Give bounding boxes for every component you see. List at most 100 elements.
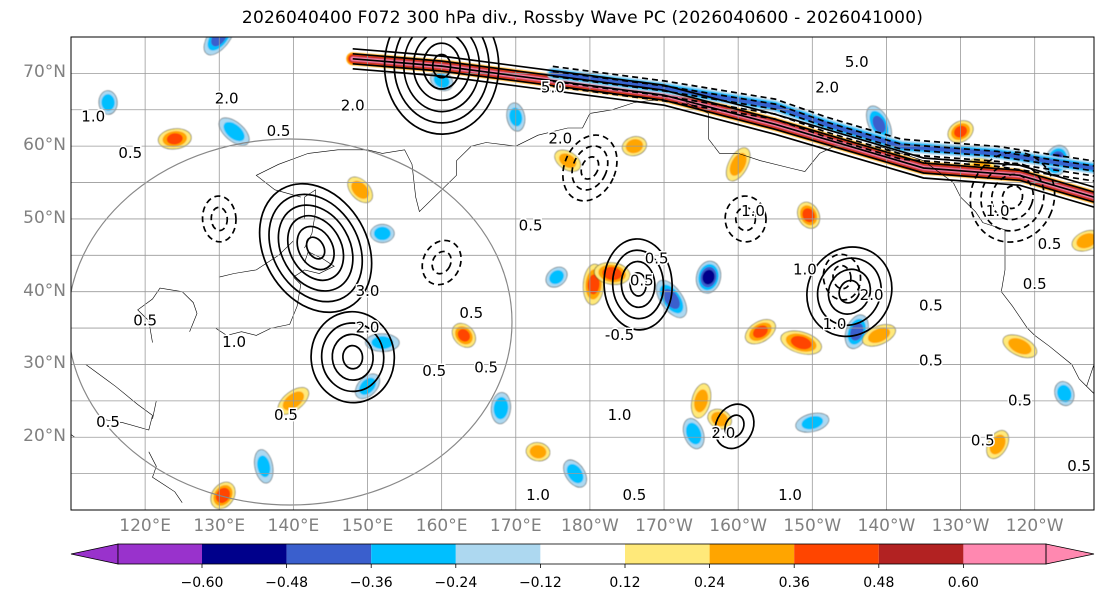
anomaly-level bbox=[989, 434, 1006, 455]
jet-contour bbox=[552, 75, 1094, 172]
gridline-layer bbox=[71, 37, 1094, 510]
divergence-anomaly-positive bbox=[525, 442, 551, 462]
positive-pc-contour bbox=[806, 246, 893, 338]
contour-label: 0.5 bbox=[1038, 235, 1062, 253]
negative-pc-contour bbox=[969, 151, 1056, 243]
anomaly-level bbox=[351, 180, 369, 199]
contour-label: 1.0 bbox=[526, 486, 550, 504]
longitude-tick-label: 120°E bbox=[119, 516, 171, 536]
rossby-contour-layer bbox=[201, 37, 1094, 450]
negative-pc-contour bbox=[724, 195, 767, 243]
contour-label: 2.0 bbox=[815, 78, 839, 96]
contour-label: 0.5 bbox=[274, 406, 298, 424]
contour-label: 2.0 bbox=[711, 424, 735, 442]
positive-pc-contour bbox=[724, 414, 745, 439]
divergence-anomaly-positive bbox=[862, 324, 896, 347]
positive-pc-contour bbox=[611, 249, 665, 320]
colorbar-cell bbox=[540, 544, 625, 564]
contour-label: 1.0 bbox=[222, 333, 246, 351]
latitude-tick-label: 60°N bbox=[23, 135, 66, 156]
contour-label: 1.0 bbox=[81, 108, 105, 126]
longitude-tick-label: 130°E bbox=[193, 516, 246, 536]
negative-pc-contour bbox=[421, 239, 462, 286]
positive-pc-contour bbox=[629, 271, 647, 297]
contour-label: -0.5 bbox=[605, 326, 634, 344]
anomaly-level bbox=[257, 455, 271, 478]
divergence-anomaly-negative bbox=[370, 224, 395, 243]
contour-label: 0.5 bbox=[919, 297, 943, 315]
colorbar-tick-label: −0.24 bbox=[434, 575, 478, 591]
colorbar-tick-label: 0.48 bbox=[863, 575, 895, 591]
reference-circle bbox=[71, 138, 513, 506]
anomaly-level bbox=[529, 445, 547, 459]
contour-label: 5.0 bbox=[541, 78, 565, 96]
contour-label: 2.0 bbox=[341, 97, 365, 115]
contour-label: 0.5 bbox=[645, 249, 669, 267]
map-background bbox=[71, 37, 1094, 510]
divergence-anomaly-negative bbox=[696, 260, 722, 294]
latitude-tick-label: 70°N bbox=[23, 62, 66, 83]
contour-label: 0.5 bbox=[971, 431, 995, 449]
colorbar-tick-label: 0.12 bbox=[609, 575, 641, 591]
longitude-tick-label: 120°W bbox=[1005, 516, 1064, 536]
contour-label: 0.5 bbox=[1067, 457, 1091, 475]
positive-pc-contour bbox=[258, 182, 373, 314]
anomaly-level bbox=[602, 266, 622, 281]
chart-title: 2026040400 F072 300 hPa div., Rossby Wav… bbox=[241, 8, 924, 28]
divergence-anomaly-positive bbox=[158, 128, 192, 150]
contour-label: 1.0 bbox=[608, 406, 632, 424]
positive-pc-contour bbox=[320, 322, 385, 393]
jet-contour bbox=[352, 67, 1094, 208]
coastline bbox=[148, 451, 183, 503]
contour-label: 3.0 bbox=[356, 282, 380, 300]
longitude-tick-label: 140°W bbox=[857, 516, 916, 536]
contour-label: 1.0 bbox=[986, 202, 1010, 220]
anomaly-level bbox=[872, 115, 886, 133]
contour-label: 2.0 bbox=[548, 129, 572, 147]
colorbar-cell bbox=[202, 544, 287, 564]
divergence-anomaly-negative bbox=[683, 418, 705, 449]
coastline bbox=[255, 98, 665, 213]
coastline bbox=[85, 364, 153, 431]
anomaly-level bbox=[457, 329, 471, 342]
coastline bbox=[1086, 364, 1094, 387]
coastline bbox=[304, 189, 316, 249]
jet-contour bbox=[352, 62, 1094, 203]
positive-pc-contour bbox=[838, 279, 861, 304]
divergence-anomaly-negative bbox=[254, 449, 274, 484]
divergence-anomaly-negative bbox=[491, 392, 511, 424]
anomaly-level bbox=[101, 94, 115, 111]
contour-label: 0.5 bbox=[474, 359, 498, 377]
contour-label: 0.5 bbox=[919, 351, 943, 369]
contour-label: 0.5 bbox=[422, 362, 446, 380]
longitude-tick-label: 160°W bbox=[709, 516, 768, 536]
colorbar-cell bbox=[118, 544, 202, 564]
negative-pc-contour bbox=[431, 250, 452, 275]
colorbar-tick-label: −0.60 bbox=[180, 575, 224, 591]
colorbar-cell bbox=[963, 544, 1046, 564]
contour-label: 0.5 bbox=[459, 304, 483, 322]
longitude-tick-label: 170°E bbox=[489, 516, 542, 536]
contour-label: 1.0 bbox=[741, 202, 765, 220]
divergence-anomaly-positive bbox=[1002, 334, 1037, 358]
positive-pc-contour bbox=[305, 236, 326, 260]
contour-label: 1.0 bbox=[793, 260, 817, 278]
longitude-tick-label: 160°E bbox=[415, 516, 468, 536]
contour-label: 0.5 bbox=[519, 217, 543, 235]
longitude-tick-label: 150°E bbox=[341, 516, 394, 536]
coastline bbox=[686, 102, 1094, 394]
contour-label: 0.5 bbox=[630, 271, 654, 289]
colorbar-cell bbox=[709, 544, 795, 564]
divergence-anomaly-positive bbox=[451, 323, 476, 348]
anomaly-level bbox=[166, 133, 183, 145]
colorbar-cell bbox=[455, 544, 541, 564]
contour-label: 2.0 bbox=[860, 286, 884, 304]
longitude-tick-label: 180°W bbox=[561, 516, 619, 536]
colorbar bbox=[70, 543, 1095, 568]
positive-pc-contour bbox=[816, 257, 882, 327]
divergence-anomaly-positive bbox=[554, 149, 581, 172]
negative-pc-contour bbox=[734, 206, 757, 232]
contour-label: 0.5 bbox=[1023, 275, 1047, 293]
negative-pc-contour bbox=[210, 206, 229, 232]
